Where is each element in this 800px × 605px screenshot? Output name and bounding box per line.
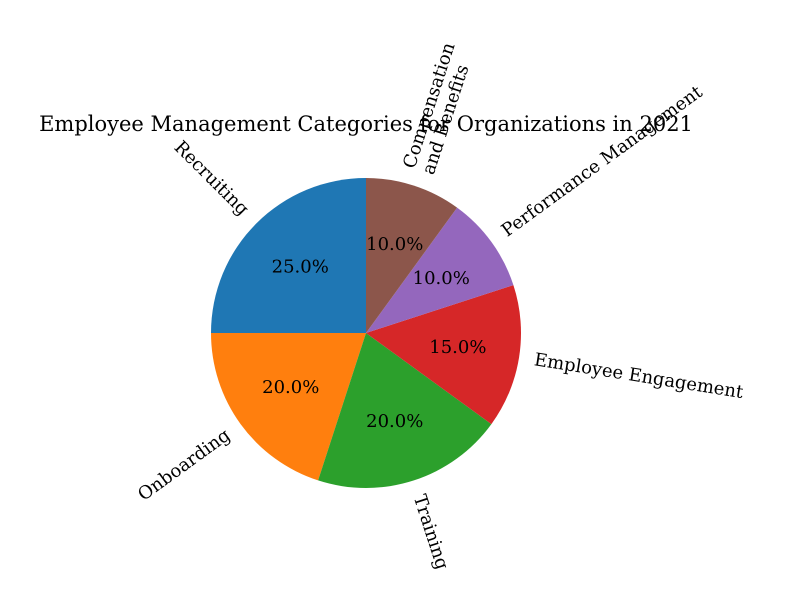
- pie-slice-onboarding: [211, 333, 366, 481]
- pie-slice-recruiting: [211, 178, 366, 333]
- slice-label-training: Training: [409, 492, 453, 572]
- chart-title: Employee Management Categories for Organ…: [39, 112, 693, 136]
- percent-labels: 25.0% 20.0% 20.0% 15.0% 10.0% 10.0%: [262, 234, 486, 432]
- percent-label-recruiting: 25.0%: [272, 257, 329, 278]
- pie-slice-training: [318, 333, 492, 488]
- pie-slice-compensation-and-benefits: [366, 178, 458, 333]
- percent-label-employee-engagement: 15.0%: [429, 337, 486, 358]
- pie-slices: [211, 178, 521, 488]
- slice-label-onboarding: Onboarding: [134, 425, 234, 506]
- pie-slice-employee-engagement: [366, 285, 521, 425]
- slice-label-employee-engagement: Employee Engagement: [533, 349, 746, 403]
- percent-label-training: 20.0%: [366, 411, 423, 432]
- percent-label-onboarding: 20.0%: [262, 377, 319, 398]
- slice-label-performance-management: Performance Management: [498, 81, 707, 241]
- slice-label-compensation-and-benefits: Compensationand Benefits: [399, 40, 479, 177]
- percent-label-compensation-and-benefits: 10.0%: [366, 234, 423, 255]
- percent-label-performance-management: 10.0%: [413, 268, 470, 289]
- slice-label-recruiting: Recruiting: [170, 137, 253, 220]
- pie-slice-performance-management: [366, 207, 514, 333]
